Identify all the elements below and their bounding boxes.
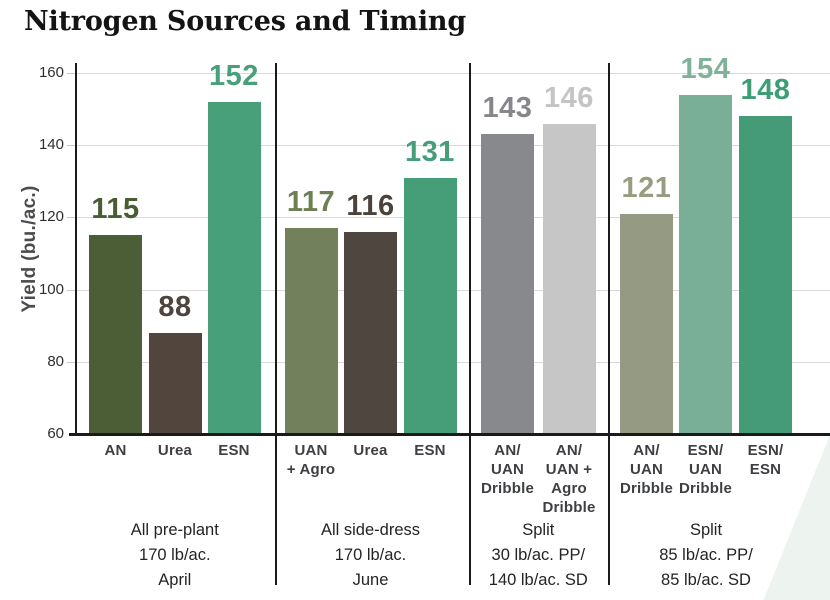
y-tick-label: 80: [47, 352, 64, 370]
y-axis-label: Yield (bu./ac.): [19, 185, 40, 313]
bar-category-label: AN/ UAN Dribble: [619, 442, 674, 497]
bar: [344, 231, 397, 433]
bar-category-label: Urea: [157, 442, 193, 459]
bar: [207, 101, 261, 433]
y-axis-tick: [67, 217, 75, 219]
gridline: [75, 73, 830, 74]
y-axis-tick: [67, 73, 75, 74]
gridline: [75, 145, 830, 147]
bar-category-label: AN: [104, 442, 127, 459]
bar-category-label: ESN/ UAN Dribble: [678, 442, 733, 497]
group-footer: Split 85 lb/ac. PP/ 85 lb/ac. SD: [659, 521, 753, 589]
y-axis-tick: [67, 145, 75, 147]
group-divider: [608, 63, 610, 585]
group-footer: All pre-plant 170 lb/ac. April: [130, 521, 219, 589]
group-footer: Split 30 lb/ac. PP/ 140 lb/ac. SD: [488, 521, 588, 589]
bar: [148, 332, 202, 433]
y-tick-label: 160: [38, 64, 64, 81]
bar-value-label: 115: [91, 193, 140, 226]
bar-value-label: 148: [740, 74, 791, 107]
group-footer: All side-dress 170 lb/ac. June: [320, 521, 421, 589]
bar-value-label: 117: [286, 186, 336, 219]
chart-title: Nitrogen Sources and Timing: [24, 6, 466, 37]
bar: [481, 134, 534, 433]
y-tick-label: 120: [38, 208, 64, 226]
bar-value-label: 152: [209, 59, 259, 92]
bar: [542, 123, 596, 433]
bar-value-label: 143: [482, 92, 533, 125]
bar-category-label: ESN/ ESN: [747, 442, 784, 478]
bar-value-label: 131: [405, 135, 455, 168]
bar-value-label: 116: [346, 189, 395, 222]
bar-category-label: ESN: [414, 442, 446, 459]
bar-category-label: UAN + Agro: [286, 442, 336, 478]
bar-category-label: AN/ UAN Dribble: [480, 442, 535, 497]
y-tick-label: 100: [38, 280, 64, 298]
y-tick-label: 140: [38, 136, 64, 154]
bar: [679, 94, 732, 433]
bar-value-label: 154: [680, 52, 731, 85]
bar: [89, 235, 142, 433]
bar-value-label: 121: [621, 171, 672, 204]
bar-value-label: 88: [158, 290, 192, 323]
group-divider: [469, 63, 471, 585]
bar: [403, 177, 457, 433]
bar: [284, 228, 338, 433]
y-axis-line: [75, 63, 77, 435]
bar-value-label: 146: [544, 81, 594, 114]
y-tick-label: 60: [47, 425, 64, 442]
bar: [620, 213, 673, 433]
bar-category-label: AN/ UAN + Agro Dribble: [542, 442, 596, 516]
bar-category-label: Urea: [353, 442, 388, 459]
y-axis-tick: [67, 361, 75, 363]
group-divider: [275, 63, 277, 585]
x-axis-line: [69, 433, 830, 436]
bar-category-label: ESN: [218, 442, 250, 459]
y-axis-tick: [67, 289, 75, 291]
bar: [739, 116, 792, 433]
